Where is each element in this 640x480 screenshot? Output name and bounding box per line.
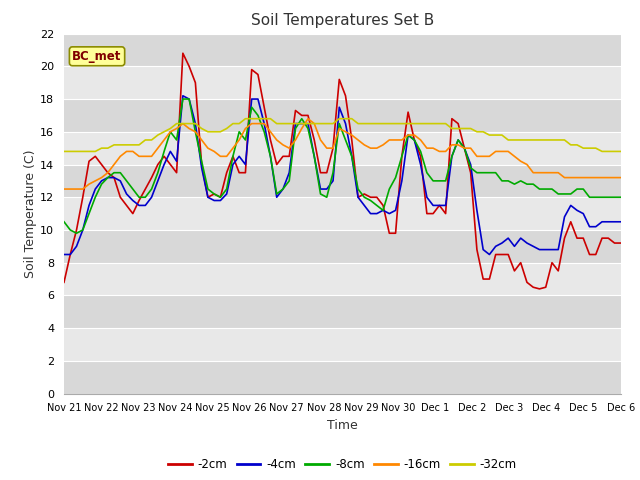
Bar [64,34,621,66]
Bar [64,197,621,230]
Bar [64,328,621,361]
Legend: -2cm, -4cm, -8cm, -16cm, -32cm: -2cm, -4cm, -8cm, -16cm, -32cm [163,454,522,476]
Bar [64,99,621,132]
Bar [64,361,621,394]
Text: BC_met: BC_met [72,50,122,63]
Title: Soil Temperatures Set B: Soil Temperatures Set B [251,13,434,28]
Bar [64,165,621,197]
Bar [64,132,621,165]
X-axis label: Time: Time [327,419,358,432]
Bar [64,263,621,295]
Bar [64,230,621,263]
Bar [64,295,621,328]
Y-axis label: Soil Temperature (C): Soil Temperature (C) [24,149,37,278]
Bar [64,66,621,99]
